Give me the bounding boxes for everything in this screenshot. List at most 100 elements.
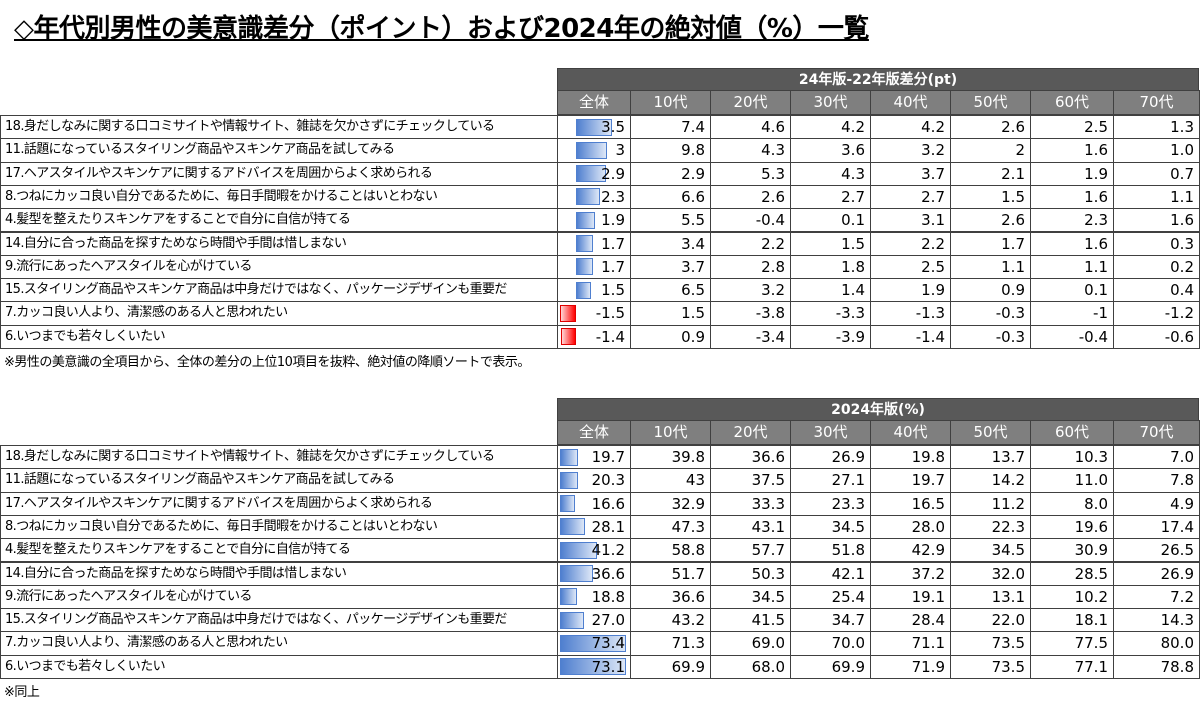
value-cell: 73.5 (950, 631, 1031, 656)
row-label: 14.自分に合った商品を探すためなら時間や手間は惜しまない (0, 231, 558, 256)
data-bar (575, 118, 612, 136)
data-bar (560, 541, 598, 559)
value-cell: 16.5 (870, 491, 951, 516)
value-cell: 4.9 (1113, 491, 1200, 516)
value-cell: 42.1 (790, 561, 871, 586)
value-cell: 5.3 (710, 161, 791, 186)
value-cell: 2.5 (1030, 115, 1114, 140)
value-cell: 27.0 (557, 608, 631, 633)
value-cell: 57.7 (710, 538, 791, 563)
value-cell: 51.7 (630, 561, 711, 586)
value-cell: 71.9 (870, 654, 951, 679)
value-cell: 3.6 (790, 138, 871, 163)
value-cell: 3.1 (870, 208, 951, 233)
value-cell: 71.1 (870, 631, 951, 656)
value-cell: 4.3 (790, 161, 871, 186)
row-label: 7.カッコ良い人より、清潔感のある人と思われたい (0, 631, 558, 656)
value-cell: 1.6 (1030, 231, 1114, 256)
value-cell: 3.7 (870, 161, 951, 186)
value-cell: 6.6 (630, 184, 711, 210)
value-cell: 19.7 (557, 445, 631, 470)
data-bar (560, 448, 578, 466)
data-bar (560, 565, 593, 582)
value-cell: 0.4 (1113, 278, 1200, 303)
value-cell: 3 (557, 138, 631, 163)
value-cell: 2.3 (557, 184, 631, 210)
row-label: 17.ヘアスタイルやスキンケアに関するアドバイスを周囲からよく求められる (0, 161, 558, 186)
row-label: 15.スタイリング商品やスキンケア商品は中身だけではなく、パッケージデザインも重… (0, 278, 558, 303)
value-cell: 73.4 (557, 631, 631, 656)
value-cell: -3.3 (790, 301, 871, 326)
value-cell: 58.8 (630, 538, 711, 563)
value-cell: 1.5 (950, 184, 1031, 210)
value-cell: 1.9 (1030, 161, 1114, 186)
value-cell: 34.5 (710, 584, 791, 610)
value-cell: 0.9 (950, 278, 1031, 303)
value-cell: 68.0 (710, 654, 791, 679)
value-cell: 19.1 (870, 584, 951, 610)
value-cell: 2.2 (870, 231, 951, 256)
value-cell: 43 (630, 468, 711, 493)
column-header: 70代 (1113, 90, 1200, 115)
value-cell: 3.2 (710, 278, 791, 303)
value-cell: 32.9 (630, 491, 711, 516)
value-cell: 2.6 (950, 115, 1031, 140)
value-cell: 43.1 (710, 514, 791, 540)
value-cell: 36.6 (557, 561, 631, 586)
value-cell: -1.4 (557, 324, 631, 349)
value-cell: 14.2 (950, 468, 1031, 493)
value-cell: 2.3 (1030, 208, 1114, 233)
value-cell: 1.6 (1030, 184, 1114, 210)
row-label: 7.カッコ良い人より、清潔感のある人と思われたい (0, 301, 558, 326)
value-cell: 19.6 (1030, 514, 1114, 540)
value-cell: 41.2 (557, 538, 631, 563)
value-cell: 4.2 (870, 115, 951, 140)
value-cell: 22.3 (950, 514, 1031, 540)
value-cell: 19.7 (870, 468, 951, 493)
value-cell: 25.4 (790, 584, 871, 610)
value-cell: 70.0 (790, 631, 871, 656)
value-cell: 51.8 (790, 538, 871, 563)
column-header: 10代 (630, 420, 711, 445)
column-header: 20代 (710, 420, 791, 445)
value-cell: 77.5 (1030, 631, 1114, 656)
value-cell: 71.3 (630, 631, 711, 656)
value-cell: 1.9 (870, 278, 951, 303)
value-cell: 1.7 (557, 231, 631, 256)
value-cell: 2 (950, 138, 1031, 163)
value-cell: 11.0 (1030, 468, 1114, 493)
value-cell: 7.4 (630, 115, 711, 140)
value-cell: 2.9 (557, 161, 631, 186)
value-cell: 2.8 (710, 254, 791, 280)
value-cell: -1.2 (1113, 301, 1200, 326)
column-header: 50代 (950, 90, 1031, 115)
value-cell: 1.1 (1113, 184, 1200, 210)
value-cell: -1.3 (870, 301, 951, 326)
value-cell: 2.2 (710, 231, 791, 256)
value-cell: 26.5 (1113, 538, 1200, 563)
row-label: 11.話題になっているスタイリング商品やスキンケア商品を試してみる (0, 138, 558, 163)
value-cell: 2.6 (710, 184, 791, 210)
row-label: 14.自分に合った商品を探すためなら時間や手間は惜しまない (0, 561, 558, 586)
row-label: 8.つねにカッコ良い自分であるために、毎日手間暇をかけることはいとわない (0, 514, 558, 540)
value-cell: 9.8 (630, 138, 711, 163)
value-cell: 73.1 (557, 654, 631, 679)
value-cell: 69.9 (630, 654, 711, 679)
table-caption: 24年版-22年版差分(pt) (557, 68, 1199, 91)
value-cell: 0.7 (1113, 161, 1200, 186)
data-bar (575, 188, 600, 206)
value-cell: 6.5 (630, 278, 711, 303)
value-cell: 1.1 (950, 254, 1031, 280)
value-cell: 20.3 (557, 468, 631, 493)
column-header: 30代 (790, 420, 871, 445)
value-cell: 1.9 (557, 208, 631, 233)
value-cell: 26.9 (1113, 561, 1200, 586)
value-cell: 17.4 (1113, 514, 1200, 540)
value-cell: 8.0 (1030, 491, 1114, 516)
data-bar (560, 495, 575, 513)
column-header: 70代 (1113, 420, 1200, 445)
column-header: 40代 (870, 90, 951, 115)
value-cell: 2.9 (630, 161, 711, 186)
value-cell: 73.5 (950, 654, 1031, 679)
data-bar (560, 658, 626, 676)
